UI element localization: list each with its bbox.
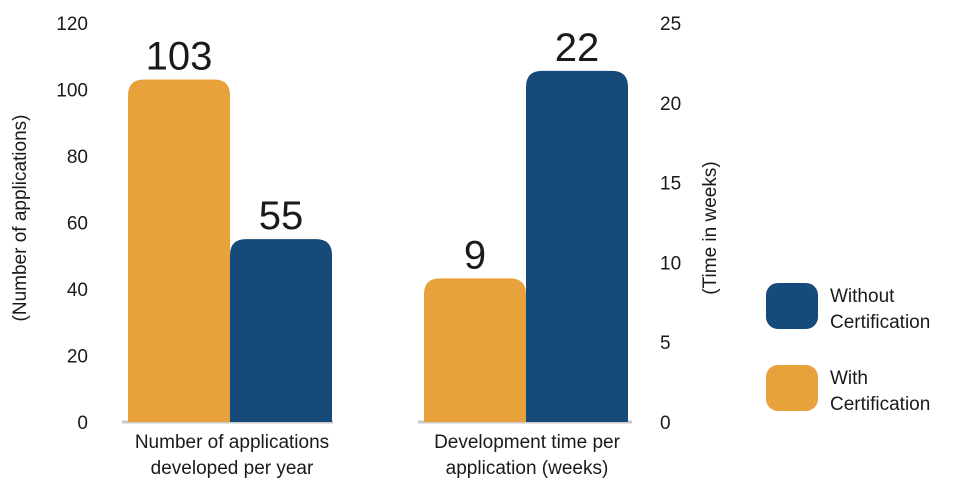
legend-label: Certification [830,394,930,415]
legend-swatch [766,365,818,411]
data-label: 103 [146,35,213,79]
bar [128,79,230,423]
legend-swatch [766,283,818,329]
y-tick-label: 20 [67,347,88,368]
y-tick-label: 25 [660,14,681,35]
y-axis-title: (Time in weeks) [700,161,721,294]
bar [230,239,332,422]
data-label: 55 [259,194,304,238]
legend-label: Without [830,286,895,307]
legend-label: Certification [830,312,930,333]
y-tick-label: 40 [67,280,88,301]
y-tick-label: 15 [660,174,681,195]
data-label: 9 [464,233,486,277]
y-tick-label: 10 [660,253,681,274]
bar [424,278,526,422]
y-tick-label: 80 [67,147,88,168]
x-category-label: developed per year [151,458,314,479]
y-axis-title: (Number of applications) [10,115,31,322]
y-tick-label: 0 [660,413,671,434]
y-tick-label: 100 [56,81,88,102]
data-label: 22 [555,26,600,70]
y-tick-label: 60 [67,214,88,235]
legend-label: With [830,368,868,389]
y-tick-label: 20 [660,94,681,115]
x-category-label: Development time per [434,432,621,453]
x-category-label: application (weeks) [446,458,609,479]
y-tick-label: 0 [77,413,88,434]
y-tick-label: 5 [660,333,671,354]
y-tick-label: 120 [56,14,88,35]
x-category-label: Number of applications [135,432,329,453]
bar [526,70,628,422]
